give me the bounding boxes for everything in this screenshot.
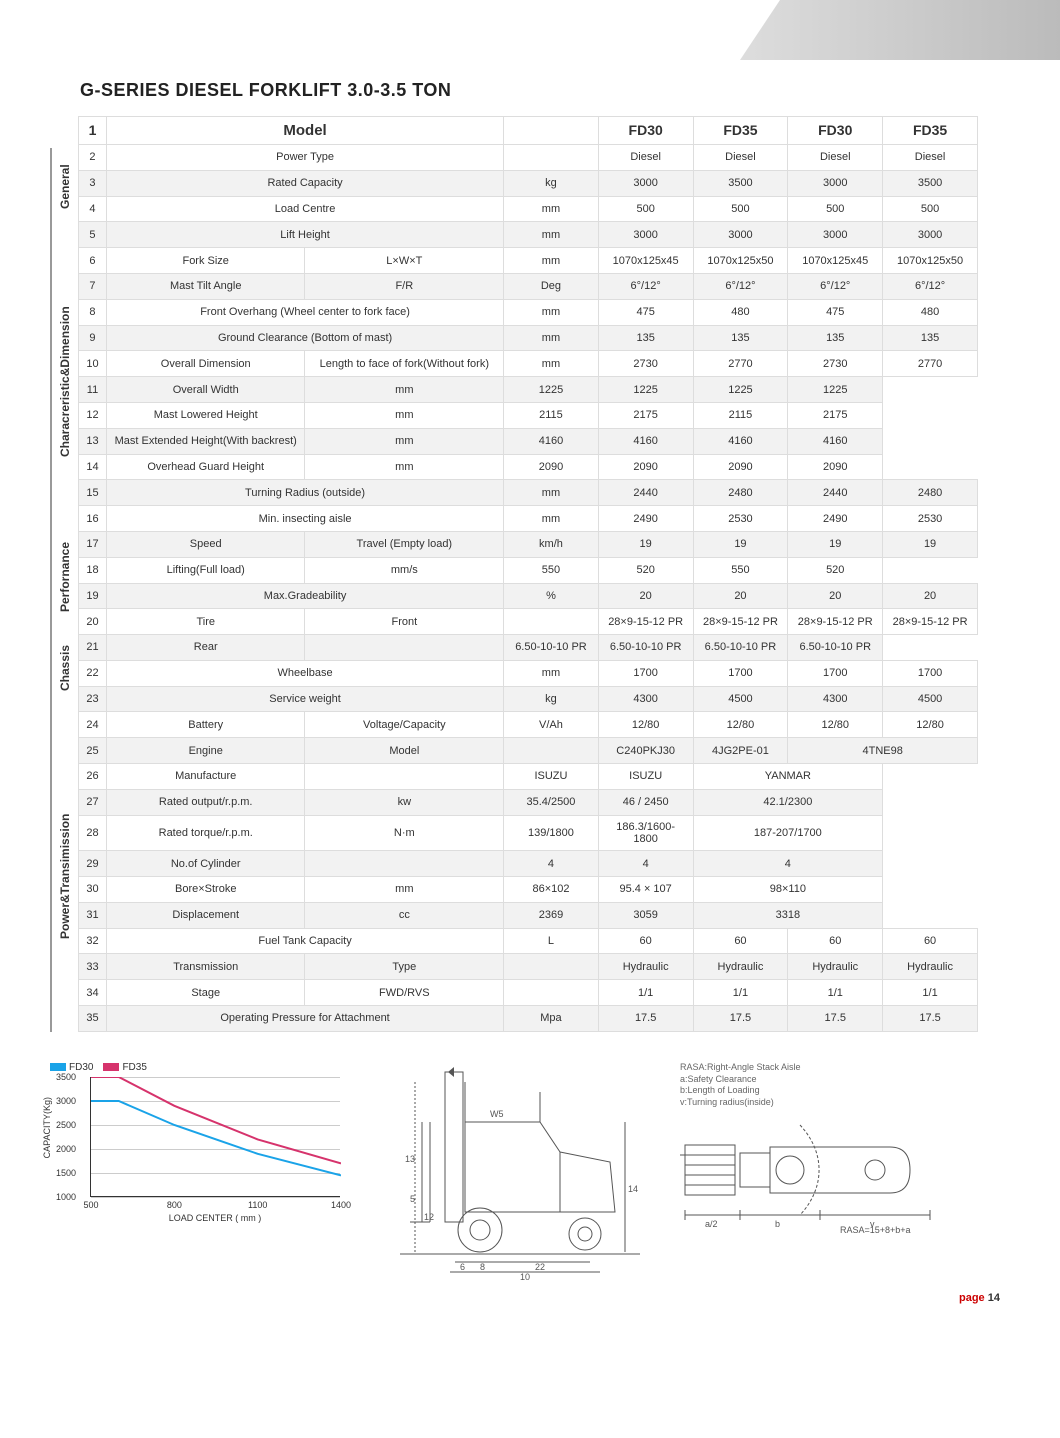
svg-text:6: 6	[460, 1262, 465, 1272]
table-row: 9Ground Clearance (Bottom of mast)mm1351…	[79, 325, 978, 351]
header-stripe	[740, 0, 1060, 60]
table-row: 25EngineModelC240PKJ304JG2PE-014TNE98	[79, 738, 978, 764]
table-row: 30Bore×Strokemm86×10295.4 × 10798×110	[79, 876, 978, 902]
table-row: 21Rear6.50-10-10 PR6.50-10-10 PR6.50-10-…	[79, 635, 978, 661]
table-row: 2Power TypeDieselDieselDieselDiesel	[79, 144, 978, 170]
table-row: 29No.of Cylinder444	[79, 851, 978, 877]
category-label: Perfornance	[50, 538, 78, 616]
table-row: 16Min. insecting aislemm2490253024902530	[79, 506, 978, 532]
svg-text:12: 12	[424, 1212, 434, 1222]
chart-legend: FD30FD35	[50, 1062, 340, 1073]
table-row: 19Max.Gradeability%20202020	[79, 583, 978, 609]
table-row: 15Turning Radius (outside)mm244024802440…	[79, 480, 978, 506]
table-row: 32Fuel Tank CapacityL60606060	[79, 928, 978, 954]
svg-text:8: 8	[480, 1262, 485, 1272]
spec-table: 1ModelFD30FD35FD30FD352Power TypeDieselD…	[78, 116, 978, 1032]
table-row: 4Load Centremm500500500500	[79, 196, 978, 222]
table-row: 14Overhead Guard Heightmm209020902090209…	[79, 454, 978, 480]
forklift-side-diagram: 13 5 12 14 6 8 22 10 W5	[360, 1062, 660, 1282]
svg-text:5: 5	[410, 1194, 415, 1204]
table-row: 18Lifting(Full load)mm/s550520550520	[79, 557, 978, 583]
svg-text:13: 13	[405, 1154, 415, 1164]
chart-y-axis-title: CAPACITY(Kg)	[42, 1097, 52, 1158]
table-row: 26ManufactureISUZUISUZUYANMAR	[79, 764, 978, 790]
category-label: Power&Transimission	[50, 720, 78, 1032]
table-row: 13Mast Extended Height(With backrest)mm4…	[79, 428, 978, 454]
category-label: Characreristic&Dimension	[50, 226, 78, 538]
svg-text:10: 10	[520, 1272, 530, 1282]
svg-text:RASA=15+8+b+a: RASA=15+8+b+a	[840, 1225, 911, 1235]
category-column: GeneralCharacreristic&DimensionPerfornan…	[50, 116, 78, 1032]
table-row: 11Overall Widthmm1225122512251225	[79, 377, 978, 403]
table-row: 8Front Overhang (Wheel center to fork fa…	[79, 299, 978, 325]
table-row: 3Rated Capacitykg3000350030003500	[79, 170, 978, 196]
table-row: 17SpeedTravel (Empty load)km/h19191919	[79, 531, 978, 557]
svg-text:b: b	[775, 1219, 780, 1229]
table-row: 5Lift Heightmm3000300030003000	[79, 222, 978, 248]
page-title: G-SERIES DIESEL FORKLIFT 3.0-3.5 TON	[80, 80, 1010, 101]
svg-text:W5: W5	[490, 1109, 504, 1119]
table-row: 22Wheelbasemm1700170017001700	[79, 660, 978, 686]
page-label: page	[959, 1292, 985, 1304]
category-label: General	[50, 148, 78, 226]
table-row: 10Overall DimensionLength to face of for…	[79, 351, 978, 377]
table-row: 20TireFront28×9-15-12 PR28×9-15-12 PR28×…	[79, 609, 978, 635]
svg-text:a/2: a/2	[705, 1219, 718, 1229]
category-label: Chassis	[50, 616, 78, 720]
table-header-row: 1ModelFD30FD35FD30FD35	[79, 117, 978, 145]
page-number: 14	[988, 1292, 1000, 1304]
table-row: 34StageFWD/RVS1/11/11/11/1	[79, 980, 978, 1006]
table-row: 12Mast Lowered Heightmm2115217521152175	[79, 402, 978, 428]
capacity-chart: FD30FD35 CAPACITY(Kg) 100015002000250030…	[50, 1062, 340, 1223]
table-row: 28Rated torque/r.p.m.N·m139/1800186.3/16…	[79, 815, 978, 850]
table-row: 24BatteryVoltage/CapacityV/Ah12/8012/801…	[79, 712, 978, 738]
table-row: 7Mast Tilt AngleF/RDeg6°/12°6°/12°6°/12°…	[79, 273, 978, 299]
table-row: 33TransmissionTypeHydraulicHydraulicHydr…	[79, 954, 978, 980]
svg-text:22: 22	[535, 1262, 545, 1272]
table-row: 31Displacementcc236930593318	[79, 902, 978, 928]
table-row: 23Service weightkg4300450043004500	[79, 686, 978, 712]
table-row: 27Rated output/r.p.m.kw35.4/250046 / 245…	[79, 789, 978, 815]
rasa-diagram: RASA:Right-Angle Stack Aislea:Safety Cle…	[680, 1062, 960, 1237]
table-row: 35Operating Pressure for AttachmentMpa17…	[79, 1005, 978, 1031]
svg-text:14: 14	[628, 1184, 638, 1194]
table-row: 6Fork SizeL×W×Tmm1070x125x451070x125x501…	[79, 248, 978, 274]
page-footer: page 14	[50, 1292, 1010, 1304]
chart-x-axis-title: LOAD CENTER ( mm )	[90, 1213, 340, 1223]
